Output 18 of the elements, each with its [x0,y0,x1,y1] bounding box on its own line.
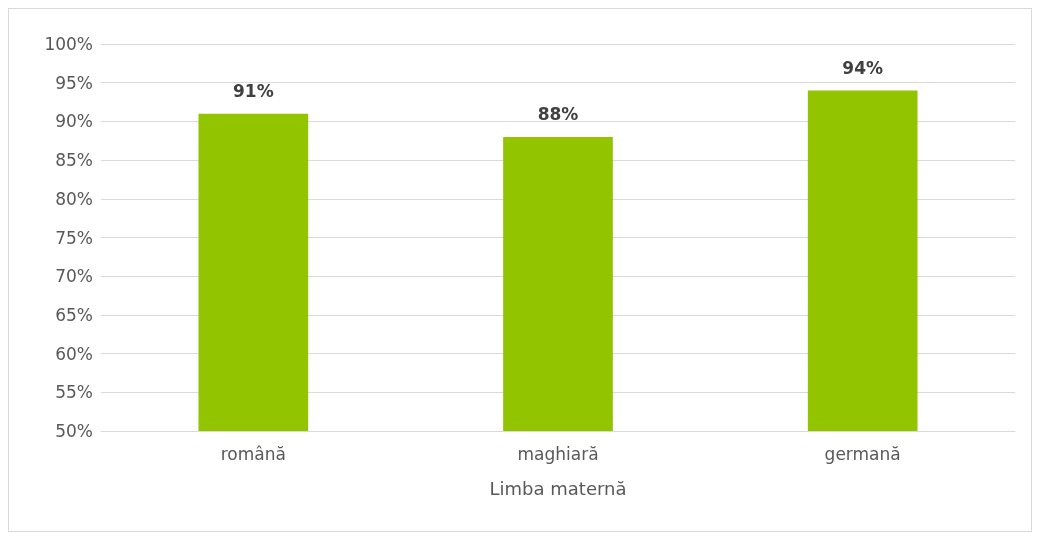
y-tick-label: 90% [55,111,93,132]
x-tick-label: germană [824,443,901,464]
y-tick-label: 65% [55,304,93,325]
data-label: 88% [537,104,579,125]
y-tick-label: 55% [55,382,93,403]
y-tick-label: 85% [55,150,93,171]
x-axis-title: Limba maternă [489,477,627,499]
x-tick-label: maghiară [517,443,599,464]
y-tick-label: 75% [55,227,93,248]
y-tick-label: 50% [55,421,93,441]
y-tick-label: 100% [44,34,93,54]
data-label: 91% [232,81,274,102]
x-tick-label: română [220,443,286,464]
data-label: 94% [842,57,884,78]
y-tick-label: 80% [55,188,93,209]
y-tick-label: 60% [55,343,93,364]
y-tick-label: 70% [55,266,93,287]
y-tick-label: 95% [55,72,93,93]
